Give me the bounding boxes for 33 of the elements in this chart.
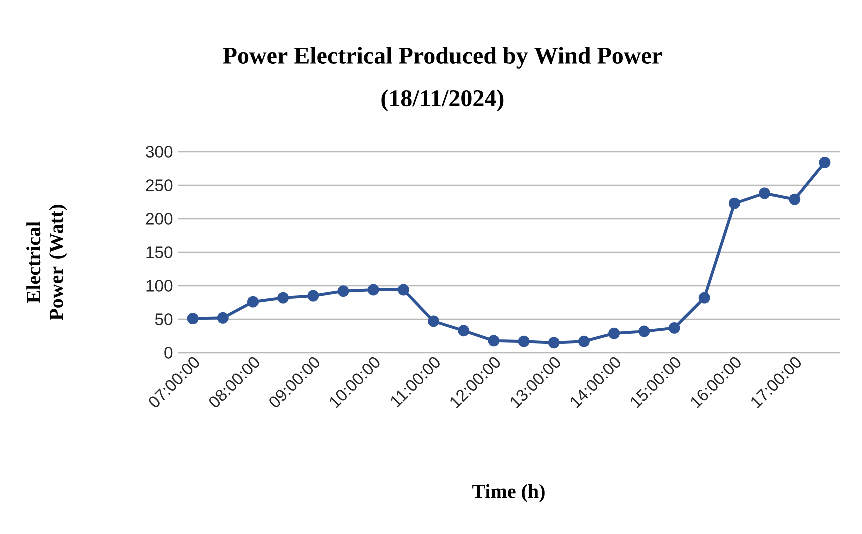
- point: [819, 156, 831, 168]
- y-tick-label: 250: [146, 180, 173, 192]
- point: [458, 325, 470, 337]
- point: [368, 284, 380, 296]
- point: [668, 322, 680, 334]
- point: [608, 328, 620, 340]
- point: [187, 313, 199, 325]
- point: [278, 292, 290, 304]
- point: [248, 296, 259, 308]
- point: [578, 336, 590, 348]
- point: [789, 194, 801, 206]
- x-axis-title: Time (h): [472, 484, 545, 502]
- point: [338, 286, 350, 298]
- point: [488, 335, 500, 347]
- y-axis-title: Electrical Power (Watt): [26, 205, 68, 321]
- chart-title: Power Electrical Produced by Wind Power: [223, 47, 662, 69]
- chart-subtitle: (18/11/2024): [382, 90, 504, 112]
- y-tick-label: 200: [146, 213, 173, 225]
- y-tick-label: 50: [155, 314, 173, 326]
- point: [428, 316, 440, 328]
- point: [518, 336, 530, 348]
- point: [398, 284, 410, 296]
- point: [308, 290, 320, 302]
- y-tick-label: 300: [146, 146, 173, 158]
- y-tick-label: 100: [146, 280, 173, 292]
- y-tick-label: 150: [146, 246, 173, 258]
- y-tick-label: 0: [164, 347, 173, 359]
- point: [698, 292, 710, 304]
- point: [759, 188, 771, 200]
- point: [728, 198, 740, 210]
- point: [217, 312, 229, 324]
- point: [548, 337, 560, 349]
- point: [638, 326, 650, 338]
